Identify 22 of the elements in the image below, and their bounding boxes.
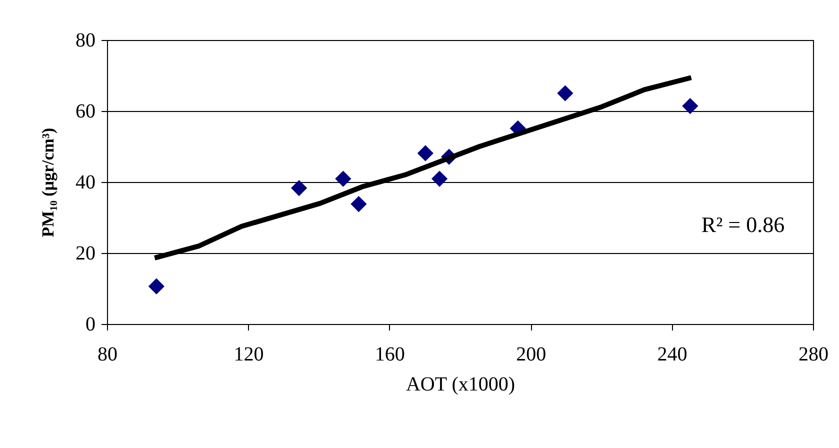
y-tick-label: 0 [86, 314, 96, 336]
x-tick-label: 240 [657, 344, 688, 366]
x-tick-label: 200 [516, 344, 546, 366]
point [350, 196, 367, 212]
point [290, 180, 308, 196]
x-tick-label: 160 [374, 344, 405, 366]
point [431, 170, 448, 187]
y-axis-title: PM₁₀ (μgr/cm³) [38, 128, 58, 238]
x-tick-label: 80 [98, 344, 118, 366]
y-tick-label: 80 [76, 30, 96, 52]
y-tick-label: 60 [76, 100, 96, 122]
point [682, 98, 698, 114]
x-tick-label: 120 [234, 344, 264, 366]
x-axis-title: AOT (x1000) [406, 374, 516, 396]
point [557, 85, 574, 102]
y-tick-label: 20 [76, 242, 96, 264]
y-tick-label: 40 [76, 172, 96, 194]
point [148, 278, 164, 294]
point [335, 170, 352, 187]
x-tick-label: 280 [798, 344, 828, 366]
point [417, 145, 434, 162]
annotation: R² = 0.86 [701, 212, 785, 237]
